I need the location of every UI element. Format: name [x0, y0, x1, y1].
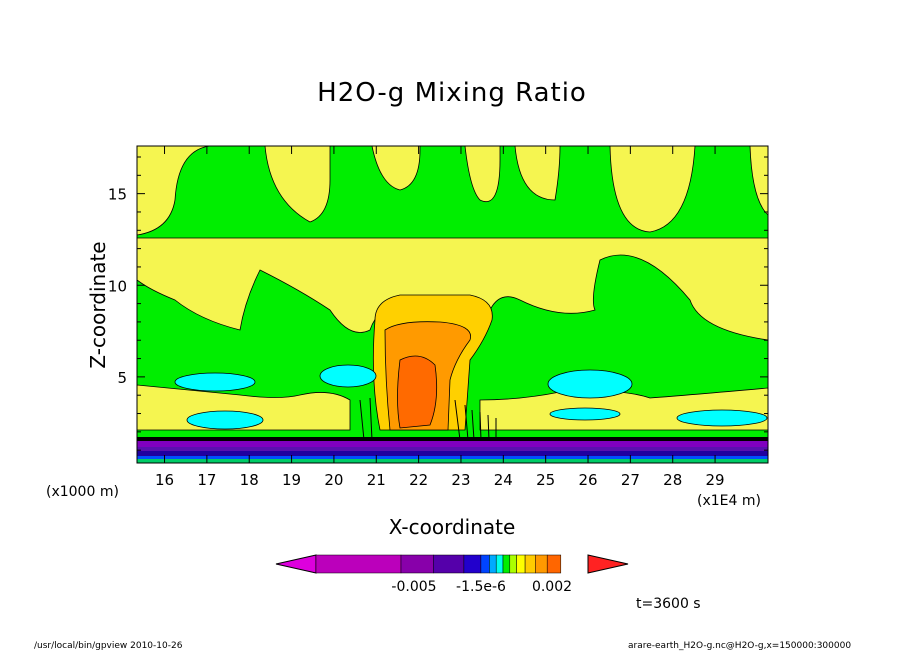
colorbar-segment: [495, 554, 504, 574]
colorbar-segment: [516, 554, 526, 574]
colorbar-segment: [524, 554, 536, 574]
x-tick-label: 16: [155, 471, 174, 489]
colorbar-segment: [502, 554, 511, 574]
x-tick-marks: 16 17 18 19 20 21 22 23 24 25 26 27 28 29: [155, 146, 725, 489]
x-tick-label: 17: [197, 471, 216, 489]
x-axis-label: X-coordinate: [388, 515, 516, 539]
x-unit-left: (x1000 m): [46, 484, 119, 500]
x-tick-label: 23: [451, 471, 470, 489]
x-tick-label: 28: [663, 471, 682, 489]
x-tick-label: 18: [240, 471, 259, 489]
colorbar-segment: [546, 554, 562, 574]
colorbar-min-arrow: [275, 554, 317, 574]
x-tick-label: 27: [621, 471, 640, 489]
y-tick-label: 15: [108, 186, 127, 204]
colorbar-segment: [315, 554, 402, 574]
x-tick-label: 20: [324, 471, 343, 489]
colorbar-label: 0.002: [532, 579, 572, 595]
x-tick-label: 25: [536, 471, 555, 489]
x-tick-label: 19: [282, 471, 301, 489]
colorbar-segment: [535, 554, 548, 574]
colorbar-max-arrow: [587, 554, 629, 574]
colorbar: -0.005 -1.5e-6 0.002: [275, 554, 629, 595]
x-tick-label: 24: [494, 471, 513, 489]
x-tick-label: 29: [706, 471, 725, 489]
x-tick-label: 26: [578, 471, 597, 489]
colorbar-label: -1.5e-6: [456, 579, 506, 595]
colorbar-segment: [400, 554, 434, 574]
colorbar-label: -0.005: [391, 579, 436, 595]
y-tick-label: 5: [117, 369, 127, 387]
y-tick-label: 10: [108, 277, 127, 295]
footer-left: /usr/local/bin/gpview 2010-10-26: [34, 641, 183, 651]
colorbar-segment: [463, 554, 482, 574]
heatmap-field: [137, 146, 768, 463]
y-axis-label: Z-coordinate: [86, 241, 110, 369]
time-label: t=3600 s: [636, 596, 701, 612]
x-unit-right: (x1E4 m): [697, 493, 761, 509]
x-tick-label: 22: [409, 471, 428, 489]
colorbar-segment: [509, 554, 517, 574]
colorbar-segment: [433, 554, 465, 574]
chart-title: H2O-g Mixing Ratio: [317, 78, 587, 108]
y-tick-marks: 5 10 15: [108, 156, 768, 451]
x-tick-label: 21: [367, 471, 386, 489]
colorbar-segment: [480, 554, 490, 574]
footer-right: arare-earth_H2O-g.nc@H2O-g,x=150000:3000…: [628, 641, 852, 651]
colorbar-segment: [489, 554, 497, 574]
